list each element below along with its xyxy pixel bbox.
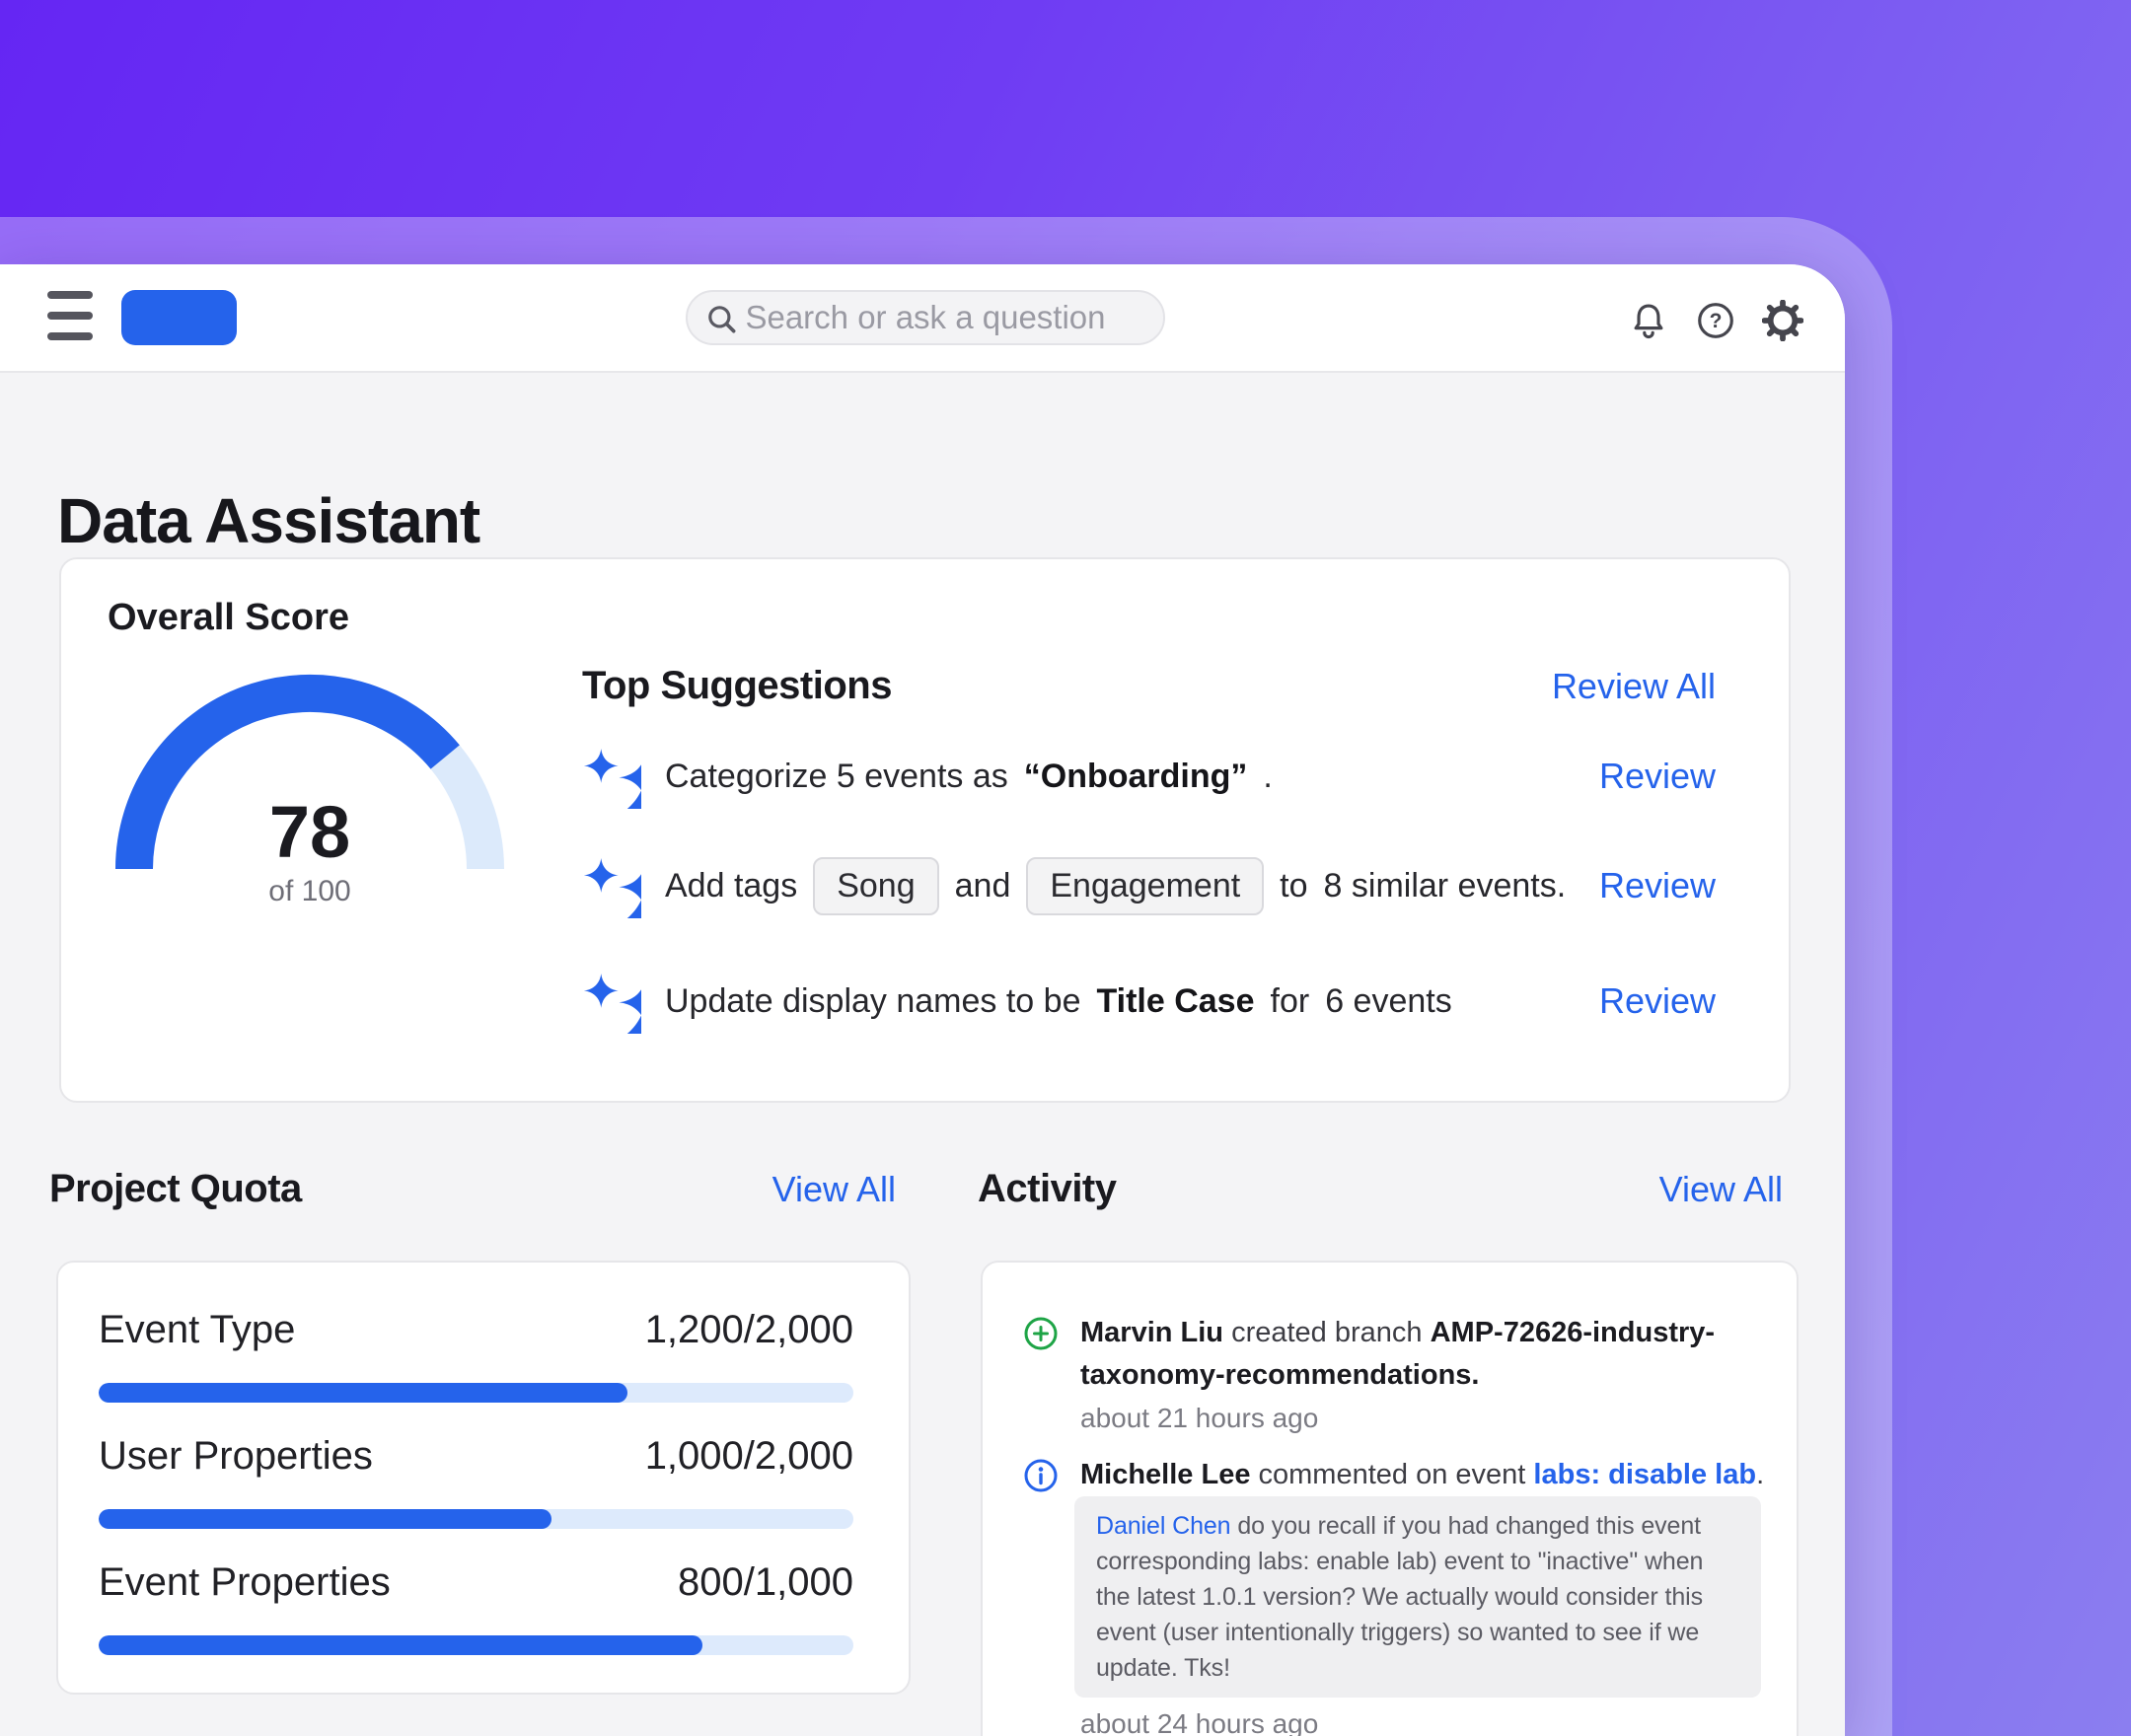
plus-circle-icon [1024,1317,1058,1350]
svg-text:?: ? [1710,310,1723,332]
gauge-readout: 78 of 100 [112,794,507,908]
suggestion-row: Categorize 5 events as “Onboarding” . Re… [582,743,1716,810]
comment-box: Daniel Chen do you recall if you had cha… [1074,1496,1761,1698]
quota-row-value: 800/1,000 [678,1560,853,1604]
activity-text: Michelle Lee commented on event labs: di… [1080,1454,1765,1496]
overall-score-gauge [115,674,504,870]
gauge-score-max: of 100 [268,875,351,907]
suggestion-row: Update display names to be Title Case fo… [582,968,1716,1035]
notifications-button[interactable] [1628,300,1669,341]
top-suggestions-title: Top Suggestions [582,664,892,707]
suggestion-text: and [954,866,1011,904]
activity-actor: Marvin Liu [1080,1317,1224,1348]
app-logo[interactable] [121,290,237,345]
quota-row-label: Event Properties [99,1560,391,1604]
activity-item: Marvin Liu created branch AMP-72626-indu… [1023,1312,1761,1434]
activity-action: commented on event [1250,1459,1534,1490]
quota-view-all-link[interactable]: View All [772,1169,896,1209]
gauge-value-arc [115,674,460,870]
overall-score-title: Overall Score [108,597,350,638]
progress-bar [99,1635,853,1655]
sparkle-icon [582,744,641,809]
info-circle-icon [1024,1459,1058,1492]
suggestion-text: Add tags [665,866,798,904]
search-placeholder: Search or ask a question [745,299,1106,335]
app-header: Search or ask a question ? [0,264,1845,373]
suggestion-emphasis: Title Case [1096,981,1255,1020]
settings-button[interactable] [1762,300,1803,341]
search-icon [708,306,736,333]
project-quota-title: Project Quota [49,1167,302,1210]
gauge-score-value: 78 [268,791,351,873]
progress-bar [99,1509,853,1529]
event-link[interactable]: labs: disable lab [1533,1459,1757,1490]
mention-link[interactable]: Daniel Chen [1096,1512,1231,1540]
help-icon: ? [1698,303,1733,338]
comment-text: do you recall if you had changed this ev… [1096,1512,1704,1682]
progress-bar [99,1383,853,1403]
suggestion-text: to [1280,866,1308,904]
tag-chip-engagement: Engagement [1026,856,1265,915]
activity-timestamp: about 24 hours ago [1080,1708,1319,1736]
gear-icon [1762,300,1803,341]
suggestion-row: Add tags Song and Engagement to 8 simila… [582,847,1716,924]
progress-fill [99,1509,551,1529]
activity-actor: Michelle Lee [1080,1459,1251,1490]
activity-action: created branch [1223,1317,1431,1348]
project-quota-card: Event Type 1,200/2,000 User Properties 1… [56,1261,911,1695]
quota-row-label: Event Type [99,1308,296,1351]
tag-chip-song: Song [813,856,939,915]
suggestion-text: Update display names to be [665,981,1081,1020]
review-link[interactable]: Review [1598,865,1716,905]
page-title: Data Assistant [57,484,480,556]
score-suggestions-card: Overall Score 78 of 100 Top Suggestions … [59,557,1791,1103]
activity-timestamp: about 21 hours ago [1080,1403,1319,1433]
suggestion-text: for [1270,981,1310,1020]
activity-card: Marvin Liu created branch AMP-72626-indu… [981,1261,1799,1736]
suggestion-emphasis: “Onboarding” [1023,757,1248,795]
activity-view-all-link[interactable]: View All [1658,1169,1783,1209]
quota-row-value: 1,200/2,000 [644,1308,853,1351]
search-input[interactable]: Search or ask a question [686,290,1165,345]
review-link[interactable]: Review [1598,756,1716,796]
quota-row-label: User Properties [99,1434,373,1478]
menu-button[interactable] [45,286,97,345]
activity-object: AMP-72626-industry-taxonomy-recommendati… [1080,1317,1716,1391]
sparkle-icon [582,969,641,1034]
suggestion-text: Categorize 5 events as [665,757,1008,795]
quota-row-value: 1,000/2,000 [644,1434,853,1478]
help-button[interactable]: ? [1695,300,1736,341]
progress-fill [99,1635,702,1655]
activity-item: Michelle Lee commented on event labs: di… [1023,1454,1765,1496]
suggestion-text: . [1263,757,1273,795]
activity-title: Activity [978,1167,1117,1210]
suggestion-count: 6 events [1325,981,1452,1020]
activity-text: . [1756,1459,1765,1490]
sparkle-icon [582,853,641,918]
bell-icon [1634,304,1663,339]
suggestion-count: 8 similar events. [1323,866,1567,904]
app-window: Search or ask a question ? [0,264,1845,1736]
review-link[interactable]: Review [1598,980,1716,1021]
activity-text: Marvin Liu created branch AMP-72626-indu… [1080,1312,1761,1397]
review-all-link[interactable]: Review All [1551,666,1716,706]
progress-fill [99,1383,627,1403]
